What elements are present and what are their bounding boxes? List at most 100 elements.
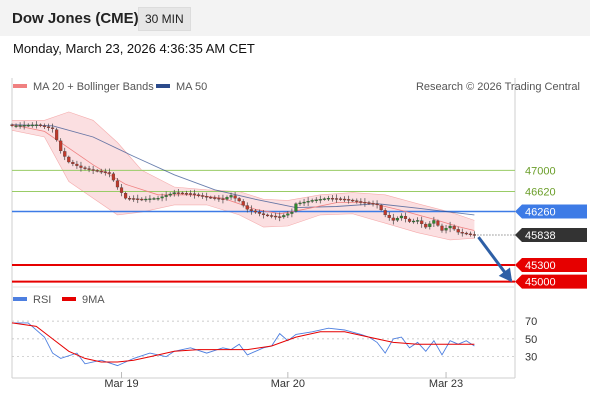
- candle-body: [412, 220, 416, 223]
- candle-body: [50, 127, 55, 129]
- candle-body: [160, 196, 164, 199]
- candle-body: [107, 172, 111, 174]
- candle-body: [205, 196, 209, 198]
- candle-body: [75, 163, 79, 166]
- legend-swatch-ma20-bollinger: [13, 84, 27, 88]
- candle-body: [448, 225, 452, 229]
- candle-body: [318, 199, 322, 201]
- rsi-9ma-line: [11, 322, 475, 363]
- candle-body: [452, 226, 456, 230]
- level-label-46620: 46620: [525, 186, 556, 198]
- legend-label-9ma: 9MA: [82, 294, 105, 306]
- interval-button[interactable]: 30 MIN: [138, 7, 191, 31]
- candle-body: [217, 198, 221, 200]
- rsi-line: [12, 322, 475, 367]
- candle-body: [42, 125, 47, 127]
- candle-body: [278, 216, 282, 218]
- candle-body: [192, 193, 197, 195]
- candle-body: [298, 202, 302, 205]
- candle-body: [87, 168, 91, 170]
- candle-body: [424, 223, 428, 228]
- candle-body: [347, 199, 351, 201]
- candle-body: [395, 218, 399, 221]
- candle-body: [245, 205, 249, 210]
- ma50-line: [11, 124, 475, 216]
- candle-body: [440, 225, 444, 231]
- candle-body: [14, 125, 18, 127]
- candle-body: [351, 199, 355, 202]
- candle-body: [221, 198, 225, 200]
- candle-body: [180, 192, 184, 195]
- candle-body: [314, 199, 318, 201]
- candle-body: [387, 214, 391, 218]
- candle-body: [343, 198, 347, 201]
- candle-body: [310, 200, 314, 202]
- candle-body: [67, 156, 71, 163]
- bollinger-lower-line: [11, 130, 475, 241]
- level-label-45300: 45300: [525, 260, 556, 272]
- legend-swatch-9ma: [62, 297, 76, 301]
- candle-body: [34, 124, 38, 126]
- candle-body: [468, 233, 472, 236]
- instrument-title: Dow Jones (CME): [12, 10, 139, 27]
- candle-body: [229, 195, 233, 198]
- candle-body: [407, 218, 412, 222]
- candle-body: [18, 125, 22, 127]
- level-label-46260: 46260: [525, 207, 556, 219]
- candle-body: [22, 125, 26, 127]
- candle-body: [132, 198, 136, 200]
- candle-body: [420, 220, 424, 224]
- candle-body: [322, 198, 326, 200]
- candle-body: [46, 126, 51, 128]
- candle-body: [59, 140, 63, 152]
- candle-body: [79, 165, 83, 168]
- candle-body: [128, 198, 132, 200]
- candle-body: [472, 234, 477, 236]
- candle-body: [257, 212, 262, 214]
- candle-body: [26, 124, 30, 127]
- candle-body: [140, 198, 144, 201]
- candle-body: [274, 215, 278, 218]
- candle-body: [290, 211, 294, 214]
- candle-body: [391, 217, 395, 221]
- candle-body: [428, 223, 432, 227]
- candle-body: [176, 192, 180, 194]
- legend-swatch-ma50: [156, 84, 170, 88]
- candle-body: [375, 203, 379, 206]
- candle-body: [270, 215, 274, 217]
- level-badge-45300: [515, 257, 587, 272]
- x-tick-label-mar-23: Mar 23: [429, 378, 463, 390]
- candles: [10, 121, 477, 239]
- candle-body: [326, 198, 330, 200]
- candle-body: [416, 220, 420, 222]
- candle-body: [103, 171, 107, 173]
- candle-body: [63, 151, 67, 157]
- candle-body: [339, 198, 343, 200]
- candle-body: [38, 124, 42, 126]
- chart-header: Dow Jones (CME) 30 MIN: [0, 0, 590, 36]
- candle-body: [403, 216, 408, 219]
- candle-body: [379, 205, 383, 211]
- candle-body: [136, 198, 140, 200]
- candle-body: [436, 220, 440, 226]
- candle-body: [30, 124, 34, 127]
- legend-label-ma50: MA 50: [176, 81, 207, 93]
- level-label-45000: 45000: [525, 277, 556, 289]
- legend-label-rsi: RSI: [33, 294, 51, 306]
- candle-body: [55, 129, 59, 140]
- candle-body: [95, 170, 99, 172]
- candle-body: [10, 124, 14, 126]
- candle-body: [99, 170, 103, 173]
- candle-body: [115, 180, 120, 188]
- candle-body: [111, 173, 115, 181]
- candle-body: [330, 198, 335, 200]
- candle-body: [168, 193, 172, 196]
- candle-body: [164, 195, 168, 197]
- candle-body: [152, 198, 156, 200]
- candle-body: [172, 192, 176, 195]
- candle-body: [265, 214, 270, 217]
- projection-arrow-head: [498, 267, 513, 283]
- candle-body: [286, 213, 290, 216]
- candle-body: [302, 201, 306, 204]
- x-tick-label-mar-20: Mar 20: [271, 378, 305, 390]
